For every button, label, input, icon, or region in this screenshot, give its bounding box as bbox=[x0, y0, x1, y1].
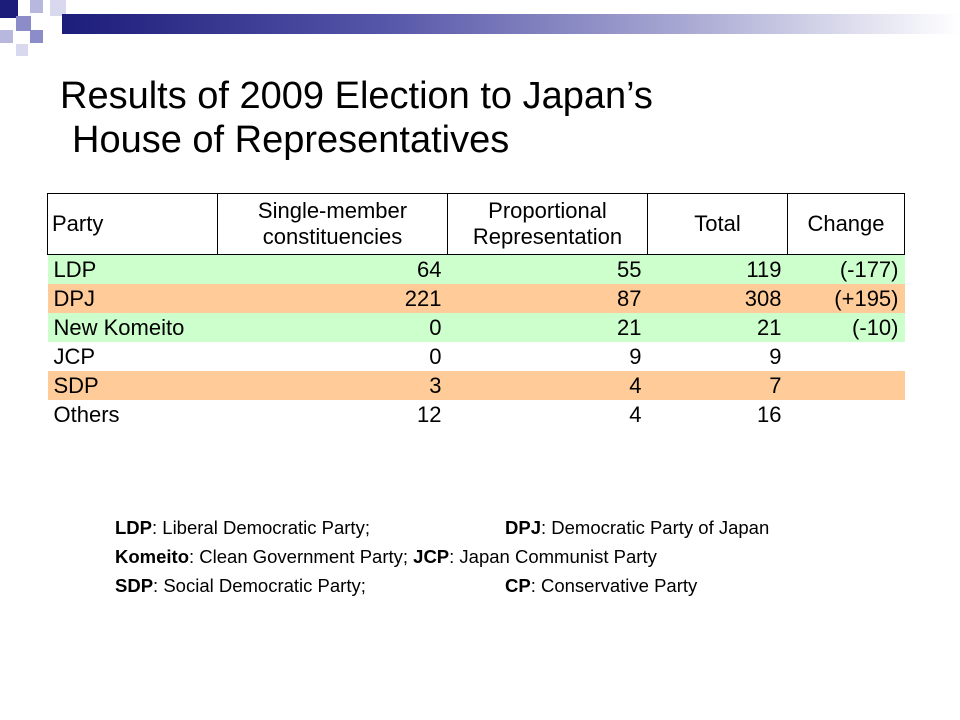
table-row: SDP 3 4 7 bbox=[47, 371, 905, 400]
header-proportional: Proportional Representation bbox=[447, 193, 648, 255]
legend-entry: LDP: Liberal Democratic Party; bbox=[115, 513, 505, 542]
total-cell: 16 bbox=[757, 402, 782, 427]
legend-entry: SDP: Social Democratic Party; bbox=[115, 571, 505, 600]
header-smc-line1: Single-member bbox=[257, 198, 408, 223]
legend-text: : Conservative Party bbox=[530, 575, 698, 596]
change-cell: (-177) bbox=[787, 254, 905, 284]
legend-abbr: LDP bbox=[115, 517, 152, 538]
corner-square-light bbox=[0, 30, 13, 43]
legend-row: LDP: Liberal Democratic Party; DPJ: Democ… bbox=[115, 513, 769, 542]
legend-entry: Komeito: Clean Government Party; bbox=[115, 546, 408, 567]
legend-abbr: JCP bbox=[413, 546, 450, 567]
header-change: Change bbox=[787, 193, 905, 255]
pr-cell: 21 bbox=[447, 313, 648, 342]
legend-text: : Japan Communist Party bbox=[449, 546, 657, 567]
party-cell: Others bbox=[53, 402, 120, 427]
title-line-1: Results of 2009 Election to Japan’s bbox=[60, 75, 653, 117]
corner-square-pale bbox=[16, 44, 28, 56]
legend-text: : Social Democratic Party; bbox=[153, 575, 366, 596]
party-cell: SDP bbox=[47, 371, 218, 400]
legend-abbr: Komeito bbox=[115, 546, 189, 567]
header-smc-line2: constituencies bbox=[262, 224, 403, 249]
legend-entry: CP: Conservative Party bbox=[505, 575, 697, 596]
change-cell bbox=[788, 342, 905, 371]
header-pr-line2: Representation bbox=[472, 224, 623, 249]
party-cell: New Komeito bbox=[47, 313, 218, 342]
corner-square-pale bbox=[50, 0, 66, 16]
table-row: LDP 64 55 119 (-177) bbox=[47, 254, 905, 284]
change-cell bbox=[787, 371, 905, 400]
legend-abbr: SDP bbox=[115, 575, 154, 596]
legend-entry: JCP: Japan Communist Party bbox=[413, 546, 657, 567]
smc-cell: 64 bbox=[217, 254, 448, 284]
party-cell: DPJ bbox=[47, 284, 218, 313]
legend-row: SDP: Social Democratic Party; CP: Conserv… bbox=[115, 571, 769, 600]
header-party: Party bbox=[47, 193, 218, 255]
legend-entry: DPJ: Democratic Party of Japan bbox=[505, 517, 769, 538]
pr-cell: 9 bbox=[629, 344, 642, 369]
legend-text: : Liberal Democratic Party; bbox=[152, 517, 370, 538]
total-cell: 308 bbox=[647, 284, 788, 313]
smc-cell: 0 bbox=[429, 344, 442, 369]
legend-row: Komeito: Clean Government Party; JCP: Ja… bbox=[115, 542, 769, 571]
pr-cell: 87 bbox=[447, 284, 648, 313]
title-gradient-bar bbox=[62, 14, 960, 34]
legend-text: : Democratic Party of Japan bbox=[541, 517, 770, 538]
table-row: Others 12 4 16 bbox=[48, 400, 905, 429]
corner-square-dark bbox=[0, 0, 18, 18]
abbreviation-legend: LDP: Liberal Democratic Party; DPJ: Democ… bbox=[115, 513, 769, 600]
total-cell: 119 bbox=[647, 254, 788, 284]
table-row: JCP 0 9 9 bbox=[48, 342, 905, 371]
pr-cell: 55 bbox=[447, 254, 648, 284]
header-pr-line1: Proportional bbox=[488, 198, 607, 223]
corner-square-light bbox=[30, 0, 43, 13]
legend-text: : Clean Government Party; bbox=[189, 546, 409, 567]
change-cell bbox=[788, 400, 905, 429]
pr-cell: 4 bbox=[629, 402, 642, 427]
party-cell: JCP bbox=[53, 344, 96, 369]
slide-title: Results of 2009 Election to Japan’s Hous… bbox=[60, 74, 900, 162]
header-total: Total bbox=[647, 193, 788, 255]
corner-square-mid bbox=[16, 16, 31, 31]
smc-cell: 0 bbox=[217, 313, 448, 342]
header-single-member: Single-member constituencies bbox=[217, 193, 448, 255]
legend-abbr: DPJ bbox=[505, 517, 541, 538]
legend-abbr: CP bbox=[505, 575, 531, 596]
total-cell: 7 bbox=[647, 371, 788, 400]
change-cell: (-10) bbox=[787, 313, 905, 342]
table-header-row: Party Single-member constituencies Propo… bbox=[47, 193, 905, 255]
smc-cell: 12 bbox=[417, 402, 442, 427]
smc-cell: 3 bbox=[217, 371, 448, 400]
smc-cell: 221 bbox=[217, 284, 448, 313]
total-cell: 9 bbox=[769, 344, 782, 369]
table-row: New Komeito 0 21 21 (-10) bbox=[47, 313, 905, 342]
party-cell: LDP bbox=[47, 254, 218, 284]
election-results-table: Party Single-member constituencies Propo… bbox=[47, 193, 905, 429]
title-line-2: House of Representatives bbox=[72, 119, 510, 161]
table-row: DPJ 221 87 308 (+195) bbox=[47, 284, 905, 313]
pr-cell: 4 bbox=[447, 371, 648, 400]
total-cell: 21 bbox=[647, 313, 788, 342]
change-cell: (+195) bbox=[787, 284, 905, 313]
corner-square-mid bbox=[30, 30, 43, 43]
